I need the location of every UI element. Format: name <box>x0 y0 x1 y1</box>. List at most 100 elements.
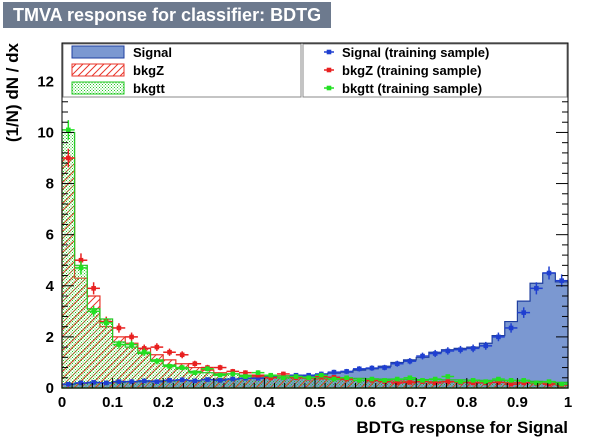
x-tick-label: 1 <box>564 394 572 411</box>
bkgtt-training-point <box>403 375 417 381</box>
bkgZ-training-point <box>188 360 202 367</box>
bkgtt-training-point <box>188 370 202 376</box>
y-tick-label: 12 <box>37 73 54 90</box>
bkgtt-training-point <box>390 376 404 382</box>
bkgtt-training-point <box>150 358 164 365</box>
x-tick-label: 0.9 <box>507 394 528 411</box>
bkgZ-training-point <box>87 282 100 295</box>
signal-training-point <box>150 379 164 384</box>
signal-training-point <box>555 274 568 287</box>
bkgtt-training-point <box>416 378 429 383</box>
bkgtt-training-point <box>454 379 467 384</box>
bkgZ-training-point <box>428 380 442 386</box>
legend-marker <box>326 49 332 55</box>
bkgZ-training-point <box>403 380 417 385</box>
bkgtt-training-point <box>87 306 100 317</box>
signal-training-point <box>390 360 404 367</box>
bkgZ-training-point <box>390 380 404 386</box>
bkgtt-training-point <box>530 380 543 386</box>
signal-training-point <box>403 358 417 365</box>
bkgtt-training-point <box>137 348 151 356</box>
x-tick-label: 0 <box>58 394 66 411</box>
legend: Signal bkgZ bkgtt Signal (training sample) b… <box>62 43 568 98</box>
legend-swatch <box>71 45 125 59</box>
y-tick-label: 8 <box>46 176 54 193</box>
signal-training-point <box>428 349 442 358</box>
x-tick-label: 0.3 <box>203 394 224 411</box>
bkgZ-training-point <box>150 343 164 351</box>
bkgtt-training-point <box>99 317 113 328</box>
legend-marker <box>326 67 332 73</box>
signal-training-point <box>137 378 151 384</box>
y-tick-label: 4 <box>46 278 55 295</box>
legend-item-bkgz: bkgZ <box>71 63 164 78</box>
bkgtt-training-point <box>365 376 379 382</box>
signal-training-point <box>542 266 556 280</box>
signal-training-point <box>125 379 138 384</box>
legend-label: bkgtt <box>133 81 165 96</box>
y-tick-label: 6 <box>46 227 54 244</box>
legend-label: bkgtt (training sample) <box>342 81 482 96</box>
signal-training-point <box>87 380 100 385</box>
bkgZ-training-point <box>175 351 189 359</box>
bkgtt-training-point <box>74 261 88 275</box>
bkgtt-training-point <box>62 120 75 140</box>
bkgtt-training-point <box>492 376 505 382</box>
bkgZ-training-point <box>112 323 126 333</box>
bkgtt-training-point <box>542 379 556 384</box>
bkgtt-training-point <box>340 375 353 381</box>
bkgtt-training-point <box>466 378 480 383</box>
legend-item-signal: Signal <box>71 45 172 60</box>
signal-training-point <box>492 332 505 342</box>
y-tick-label: 2 <box>46 329 54 346</box>
bkgZ-training-point <box>213 364 227 371</box>
y-axis-title: (1/N) dN / dx <box>3 42 22 142</box>
bkgtt-training-point <box>175 364 189 371</box>
signal-training-point <box>441 347 455 355</box>
signal-training-point <box>163 378 176 383</box>
bkgZ-training-point <box>62 148 75 168</box>
legend-box-right <box>302 43 568 98</box>
x-tick-label: 0.1 <box>102 394 123 411</box>
bkgZ-training-point <box>277 371 290 377</box>
signal-training-point <box>213 378 227 383</box>
axes: 0 0.1 0.2 0.3 0.4 0.5 0.6 0.7 0.8 0.9 1024681012BD… <box>3 42 572 437</box>
bkgtt-training-point <box>163 363 176 370</box>
bkgtt-training-point <box>264 372 278 378</box>
plot-frame-bg <box>62 43 568 388</box>
bkgtt-training-point <box>277 375 290 381</box>
legend-label: bkgZ (training sample) <box>342 63 481 78</box>
chart-title: TMVA response for classifier: BDTG <box>3 2 332 28</box>
bkgtt-training-point <box>504 378 518 383</box>
bkgtt-training-point <box>125 340 138 349</box>
legend-item-training-2: bkgtt (training sample) <box>324 81 482 96</box>
signal-training-point <box>479 341 493 350</box>
bkgtt-training-point <box>428 376 442 382</box>
bkgtt-training-point <box>441 374 455 379</box>
y-tick-label: 10 <box>37 124 54 141</box>
legend-item-bkgtt: bkgtt <box>71 81 165 96</box>
series-bkgtt-training-points <box>62 120 568 387</box>
bkgtt-training-point <box>213 372 227 378</box>
signal-training-point <box>365 365 379 371</box>
bkgtt-training-point <box>352 378 366 383</box>
bkgZ-training-point <box>125 332 138 342</box>
bkgtt-training-point <box>289 374 303 379</box>
signal-training-point <box>99 380 113 386</box>
plot-area <box>61 43 569 389</box>
signal-training-point <box>340 368 353 374</box>
legend-label: Signal (training sample) <box>342 45 489 60</box>
bkgtt-training-point <box>201 366 214 372</box>
bkgtt-training-point <box>315 372 328 378</box>
signal-training-point <box>175 377 189 383</box>
x-tick-label: 0.5 <box>305 394 326 411</box>
signal-training-point <box>504 323 518 333</box>
bkgtt-training-point <box>251 370 265 376</box>
x-axis-title: BDTG response for Signal <box>356 418 568 437</box>
y-tick-label: 0 <box>46 380 54 397</box>
signal-training-point <box>226 376 240 382</box>
bkgtt-training-point <box>239 374 252 379</box>
x-tick-label: 0.4 <box>254 394 276 411</box>
